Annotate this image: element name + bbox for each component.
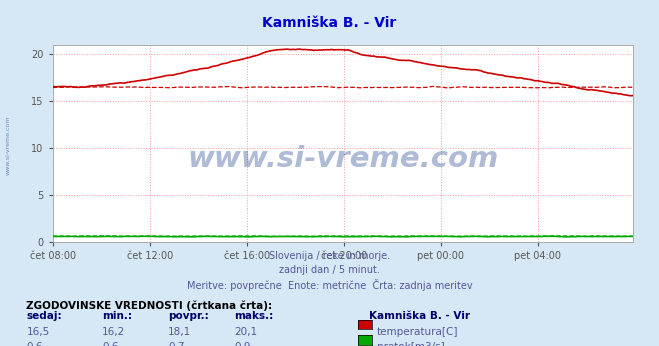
Text: ZGODOVINSKE VREDNOSTI (črtkana črta):: ZGODOVINSKE VREDNOSTI (črtkana črta): xyxy=(26,300,272,311)
Text: 16,2: 16,2 xyxy=(102,327,125,337)
Text: www.si-vreme.com: www.si-vreme.com xyxy=(187,145,498,173)
Text: 0,6: 0,6 xyxy=(102,342,119,346)
Text: Kamniška B. - Vir: Kamniška B. - Vir xyxy=(369,311,470,321)
Text: 20,1: 20,1 xyxy=(234,327,257,337)
Text: temperatura[C]: temperatura[C] xyxy=(377,327,459,337)
Text: maks.:: maks.: xyxy=(234,311,273,321)
Text: Kamniška B. - Vir: Kamniška B. - Vir xyxy=(262,16,397,29)
Text: 0,6: 0,6 xyxy=(26,342,43,346)
Text: 0,7: 0,7 xyxy=(168,342,185,346)
Text: zadnji dan / 5 minut.: zadnji dan / 5 minut. xyxy=(279,265,380,275)
Text: 0,9: 0,9 xyxy=(234,342,250,346)
Text: Slovenija / reke in morje.: Slovenija / reke in morje. xyxy=(269,251,390,261)
Text: www.si-vreme.com: www.si-vreme.com xyxy=(5,116,11,175)
Text: 18,1: 18,1 xyxy=(168,327,191,337)
Text: sedaj:: sedaj: xyxy=(26,311,62,321)
Text: 16,5: 16,5 xyxy=(26,327,49,337)
Text: min.:: min.: xyxy=(102,311,132,321)
Text: pretok[m3/s]: pretok[m3/s] xyxy=(377,342,445,346)
Text: Meritve: povprečne  Enote: metrične  Črta: zadnja meritev: Meritve: povprečne Enote: metrične Črta:… xyxy=(186,279,473,291)
Text: povpr.:: povpr.: xyxy=(168,311,209,321)
